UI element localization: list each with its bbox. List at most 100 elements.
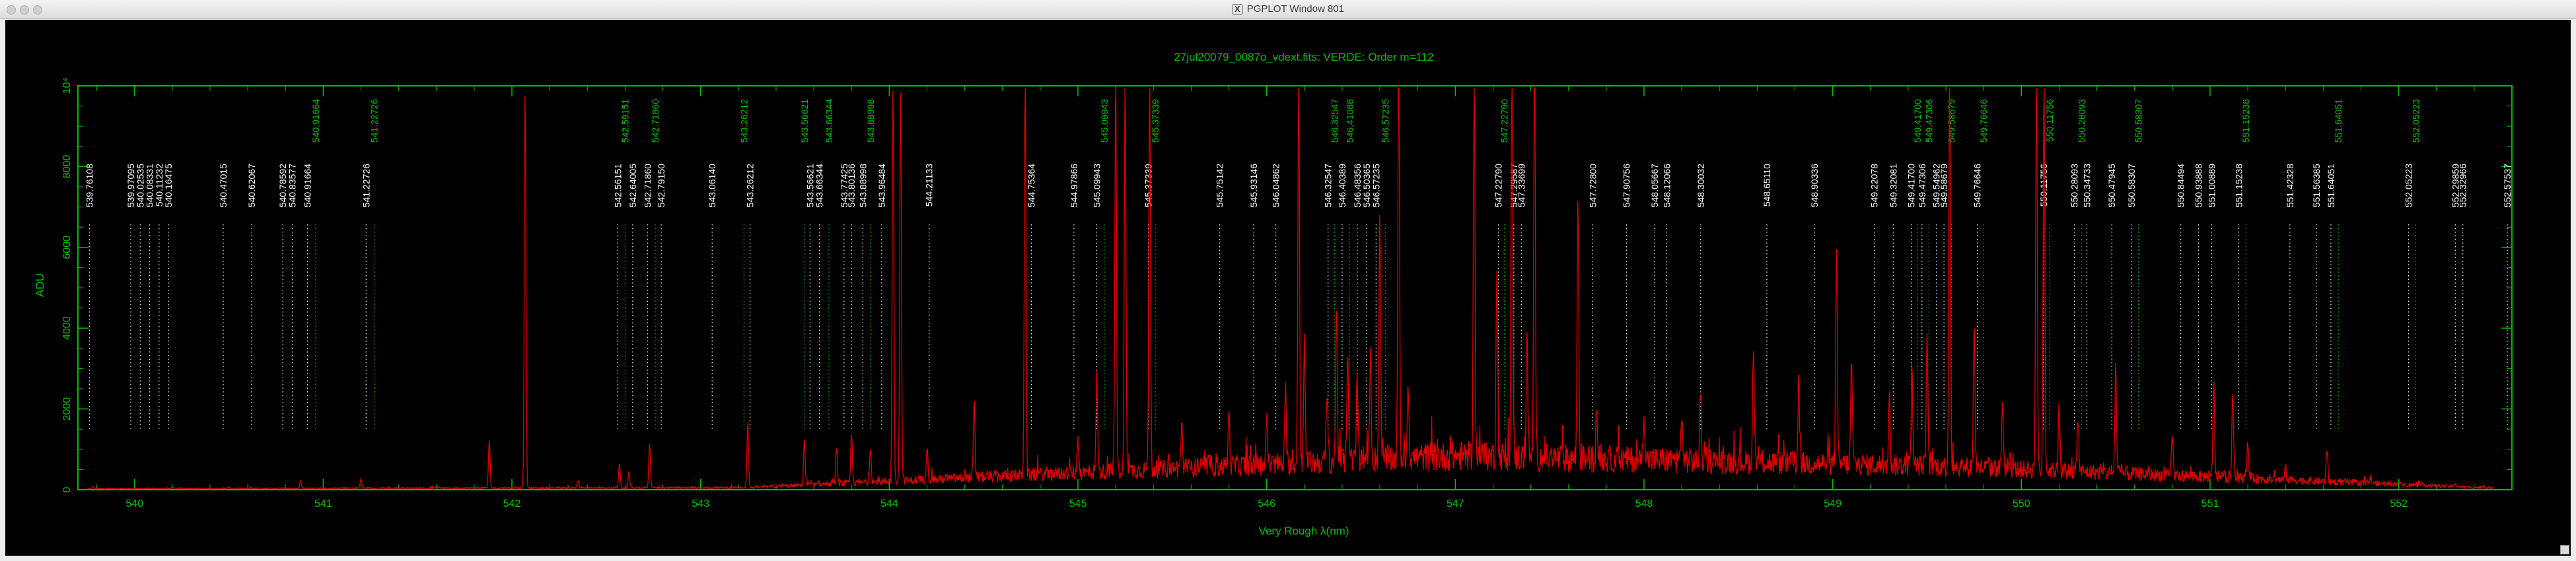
line-label: 547.22790 <box>1493 164 1503 207</box>
line-label: 545.09943 <box>1099 99 1110 143</box>
x-tick-label: 548 <box>1635 498 1653 510</box>
line-label: 546.48356 <box>1352 164 1363 207</box>
y-axis-label: ADU <box>34 273 46 297</box>
plot-frame <box>77 85 2513 490</box>
y-tick-label: 10⁴ <box>61 78 73 94</box>
x-tick-label: 540 <box>125 498 143 510</box>
line-label: 549.76646 <box>1972 164 1983 207</box>
y-tick-label: 8000 <box>61 155 73 179</box>
line-label: 543.96484 <box>877 164 887 207</box>
line-label: 544.75364 <box>1026 164 1037 207</box>
line-label: 542.79150 <box>656 164 666 207</box>
line-label: 540.11232 <box>154 164 164 207</box>
resize-grip[interactable] <box>2560 545 2569 554</box>
line-label: 542.56151 <box>612 164 623 207</box>
line-label: 542.71860 <box>642 164 653 207</box>
line-label: 548.90336 <box>1809 164 1820 207</box>
line-label: 551.64051 <box>2333 99 2343 143</box>
line-label: 545.75142 <box>1215 164 1225 207</box>
line-label: 549.47306 <box>1923 99 1934 143</box>
x-axis-label: Very Rough λ(nm) <box>1259 525 1349 537</box>
line-label: 544.21133 <box>924 164 935 207</box>
line-label: 541.22726 <box>361 164 371 207</box>
line-label: 541.22726 <box>369 99 379 143</box>
line-label: 540.62067 <box>246 164 257 207</box>
line-label: 551.15238 <box>2233 164 2244 207</box>
line-label: 540.02535 <box>135 164 145 207</box>
line-label: 550.93888 <box>2193 164 2203 207</box>
line-label: 550.28093 <box>2077 99 2087 143</box>
line-label: 551.00889 <box>2206 164 2217 207</box>
line-label: 540.47015 <box>218 164 229 207</box>
plot-canvas[interactable]: 0 2000 4000 6000 8000 10⁴ 540 541 542 543 544 545 5… <box>5 20 2571 556</box>
line-label: 540.16475 <box>163 164 174 207</box>
line-label: 547.22790 <box>1499 99 1510 143</box>
line-label: 546.04862 <box>1271 164 1281 207</box>
window-title-area: X PGPLOT Window 801 <box>0 3 2576 15</box>
line-label: 546.41088 <box>1344 99 1355 143</box>
line-label: 550.34733 <box>2082 164 2093 207</box>
line-label: 551.42328 <box>2285 164 2295 207</box>
line-label: 552.29859 <box>2450 164 2460 207</box>
line-label: 540.83577 <box>287 164 297 207</box>
line-label: 550.47945 <box>2106 164 2117 207</box>
line-label: 539.76108 <box>84 164 94 207</box>
x-tick-label: 547 <box>1447 498 1464 510</box>
line-label: 540.08331 <box>145 164 155 207</box>
line-label: 552.32966 <box>2458 164 2468 207</box>
close-window-button[interactable] <box>7 5 16 15</box>
line-label: 545.37339 <box>1143 164 1154 207</box>
line-label: 547.90756 <box>1622 164 1632 207</box>
line-label: 550.11756 <box>2044 99 2055 142</box>
line-label: 542.59151 <box>620 99 630 143</box>
line-label: 549.58679 <box>1947 99 1957 143</box>
line-label: 552.05223 <box>2404 164 2414 207</box>
line-label: 543.26212 <box>738 99 749 143</box>
line-label: 549.41700 <box>1906 164 1917 207</box>
line-label: 550.58307 <box>2133 99 2143 143</box>
chart-title: 27jul20079_0087o_vdext.fits: VERDE: Orde… <box>1174 51 1433 63</box>
line-label: 546.50365 <box>1361 164 1372 207</box>
spectrum-line <box>87 87 2493 490</box>
y-tick-label: 6000 <box>61 236 73 259</box>
y-tick-label: 4000 <box>61 316 73 340</box>
x-tick-label: 541 <box>314 498 332 510</box>
x11-icon: X <box>1232 4 1243 15</box>
line-label: 544.97866 <box>1069 164 1079 207</box>
x-tick-label: 551 <box>2201 498 2219 510</box>
x-tick-label: 544 <box>880 498 898 510</box>
line-label: 549.54962 <box>1931 164 1942 207</box>
line-label: 548.12066 <box>1661 164 1672 207</box>
line-label: 543.66344 <box>824 99 834 143</box>
x-tick-label: 543 <box>692 498 709 510</box>
line-label: 548.30032 <box>1696 164 1706 207</box>
line-label: 545.93146 <box>1248 164 1259 207</box>
line-label: 543.56621 <box>805 164 815 207</box>
line-label: 549.76646 <box>1978 99 1989 143</box>
zoom-window-button[interactable] <box>33 5 42 15</box>
x-tick-label: 550 <box>2013 498 2030 510</box>
window-titlebar[interactable]: X PGPLOT Window 801 <box>0 0 2576 19</box>
y-tick-label: 2000 <box>61 397 73 421</box>
line-label: 551.15238 <box>2240 99 2251 143</box>
line-label: 540.91664 <box>303 164 313 207</box>
minimize-window-button[interactable] <box>20 5 29 15</box>
line-label: 551.64051 <box>2326 164 2336 207</box>
y-tick-label: 0 <box>61 486 73 492</box>
line-label: 550.58307 <box>2126 164 2137 207</box>
line-label: 543.26212 <box>745 164 756 207</box>
line-label-layer: 539.76108 539.97095540.02535540.08331540.… <box>84 99 2513 429</box>
line-label: 552.05223 <box>2410 99 2421 143</box>
line-label: 543.77425 <box>839 164 849 207</box>
line-label: 543.56621 <box>799 99 810 143</box>
line-label: 543.66344 <box>814 164 825 207</box>
x-tick-label: 546 <box>1258 498 1275 510</box>
line-label: 546.57235 <box>1380 99 1391 143</box>
line-label: 539.97095 <box>125 164 136 207</box>
x-axis: 540 541 542 543 544 545 546 547 548 549 550 551 552 <box>96 86 2475 510</box>
line-label: 546.57235 <box>1371 164 1381 207</box>
line-label: 549.41700 <box>1912 99 1923 143</box>
line-label: 550.28093 <box>2069 164 2080 207</box>
line-label: 543.80136 <box>846 164 857 207</box>
line-label: 549.58679 <box>1939 164 1949 207</box>
